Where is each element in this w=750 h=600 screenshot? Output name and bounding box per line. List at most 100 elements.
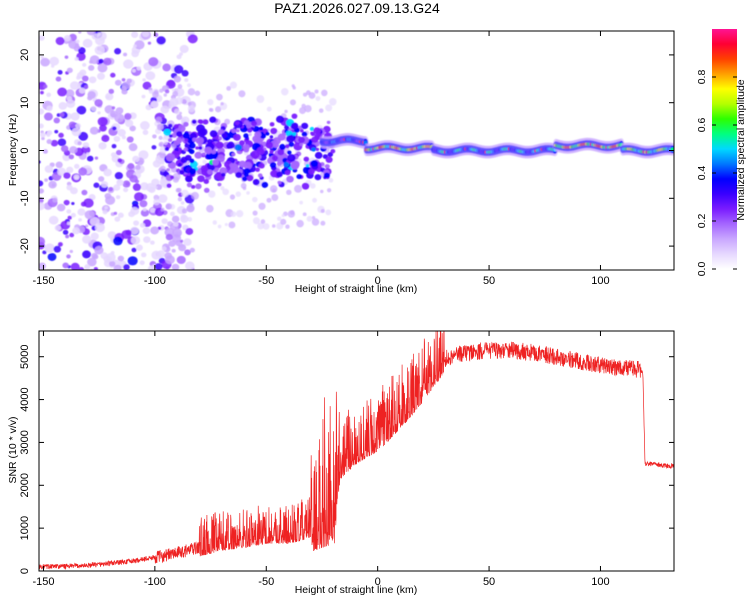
spectrogram-cell (258, 162, 265, 169)
spectrogram-cell (87, 257, 97, 267)
spectrogram-cell (123, 59, 134, 69)
spectrogram-cell (196, 124, 205, 133)
spectrogram-cell (296, 174, 302, 180)
spectrogram-cell (97, 111, 101, 115)
spectrogram-cell (284, 170, 291, 176)
spectrogram-cell (327, 152, 334, 158)
spectrogram-cell (103, 168, 112, 177)
colorbar-tick-label: 0.8 (696, 70, 708, 85)
spectrogram-cell (183, 238, 192, 246)
spectrogram-cell (46, 130, 53, 136)
spectrogram-cell (69, 249, 74, 254)
spectrogram-cell (89, 60, 93, 64)
y-tick-label: 5000 (19, 344, 31, 368)
spectrogram-x-label: Height of straight line (km) (295, 283, 418, 295)
spectrogram-cell (148, 186, 156, 194)
spectrogram-cell (229, 194, 236, 200)
spectrogram-cell (63, 35, 71, 42)
spectrogram-cell (203, 187, 210, 193)
spectrogram-cell (235, 191, 242, 197)
spectrogram-cell (90, 232, 99, 240)
spectrogram-cell (82, 235, 92, 244)
spectrogram-cell (189, 168, 197, 175)
spectrogram-cell (39, 197, 44, 204)
spectrogram-cell (256, 95, 265, 103)
spectrogram-cell (183, 121, 189, 127)
spectrogram-cell (292, 86, 296, 90)
spectrogram-cell (242, 144, 250, 151)
spectrogram-cell (123, 187, 129, 193)
spectrogram-cell (283, 161, 290, 168)
spectrogram-cell (114, 79, 122, 86)
spectrogram-cell (160, 160, 165, 165)
spectrogram-cell (160, 207, 165, 212)
spectrogram-cell (325, 156, 333, 163)
spectrogram-cell (162, 63, 171, 72)
spectrogram-blobs (39, 31, 674, 270)
spectrogram-cell (57, 70, 63, 75)
spectrogram-cell (136, 168, 143, 174)
spectrogram-cell (142, 207, 147, 212)
spectrogram-cell (290, 161, 300, 170)
spectrogram-cell (78, 31, 82, 34)
spectrogram-cell (202, 119, 209, 125)
spectrogram-cell (191, 184, 196, 189)
spectrogram-cell (90, 105, 97, 112)
spectrogram-cell (265, 141, 274, 149)
spectrogram-cell (179, 169, 185, 175)
spectrogram-cell (171, 248, 176, 253)
spectrogram-cell (187, 34, 198, 44)
spectrogram-cell (57, 87, 68, 97)
spectrogram-cell (109, 110, 118, 118)
spectrogram-cell (234, 144, 243, 151)
spectrogram-cell (114, 216, 121, 222)
spectrogram-cell (114, 171, 123, 180)
spectrogram-cell (122, 180, 131, 188)
spectrogram-cell (306, 215, 313, 222)
spectrogram-cell (176, 138, 182, 144)
colorbar-ticks: 0.0 0.2 0.4 0.6 0.8 (696, 70, 737, 276)
spectrogram-cell (62, 229, 69, 235)
spectrogram-cell (82, 38, 93, 48)
spectrogram-cell (65, 89, 75, 98)
spectrogram-cell (108, 88, 115, 94)
spectrogram-cell (235, 121, 240, 126)
spectrogram-cell (97, 31, 107, 41)
spectrogram-cell (299, 107, 306, 115)
spectrogram-cell (172, 90, 179, 97)
spectrogram-cell (139, 260, 145, 266)
spectrogram-cell (80, 201, 87, 207)
spectrogram-cell (86, 155, 94, 162)
y-tick-label: 0 (19, 568, 31, 574)
spectrogram-cell (44, 165, 54, 173)
spectrogram-cell (127, 256, 138, 266)
y-tick-label: 3000 (19, 430, 31, 454)
spectrogram-cell (67, 215, 72, 220)
spectrogram-cell (103, 60, 108, 65)
snr-y-ticks: 0 1000 2000 3000 4000 5000 (19, 344, 674, 574)
spectrogram-cell (153, 32, 159, 38)
spectrogram-cell (329, 97, 337, 106)
spectrogram-cell (247, 128, 253, 133)
spectrogram-cell (77, 208, 86, 216)
snr-frame (38, 330, 675, 572)
spectrogram-cell (171, 215, 180, 223)
spectrogram-cell (188, 142, 196, 149)
spectrogram-cell (78, 218, 82, 222)
spectrogram-cell (194, 90, 201, 96)
spectrogram-cell (271, 224, 276, 228)
y-tick-label: 1000 (19, 516, 31, 540)
spectrogram-cell (241, 176, 248, 182)
spectrogram-cell (155, 184, 163, 191)
spectrogram-cell (64, 55, 69, 59)
spectrogram-cell (57, 167, 67, 176)
spectrogram-cell (183, 147, 188, 152)
spectrogram-cell (262, 223, 270, 230)
spectrogram-cell (239, 140, 245, 146)
spectrogram-cell (109, 260, 116, 267)
spectrogram-cell (303, 156, 310, 162)
spectrogram-cell (161, 218, 168, 225)
spectrogram-cell (180, 214, 187, 221)
spectrogram-cell (269, 149, 274, 154)
